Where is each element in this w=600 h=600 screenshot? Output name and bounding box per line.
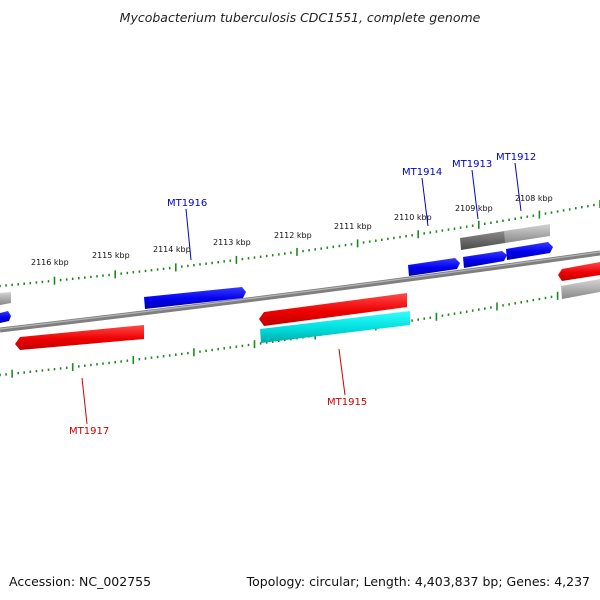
gene-label-MT1913[interactable]: MT1913 xyxy=(452,159,492,170)
outer-ruler xyxy=(0,200,600,288)
gene-label-MT1915[interactable]: MT1915 xyxy=(327,397,367,408)
leader-line-MT1914 xyxy=(421,177,429,227)
forward-strand-genes xyxy=(0,224,553,323)
kbp-tick-label: 2113 kbp xyxy=(213,238,251,247)
gene-MT1913[interactable] xyxy=(463,251,507,268)
gene-label-MT1916[interactable]: MT1916 xyxy=(167,198,207,209)
kbp-tick-label: 2112 kbp xyxy=(274,231,312,240)
reverse-strand-genes xyxy=(15,262,600,350)
kbp-tick-label: 2109 kbp xyxy=(455,204,493,213)
kbp-tick-labels: 2116 kbp 2115 kbp 2114 kbp 2113 kbp 2112… xyxy=(31,194,553,267)
gene-grey[interactable] xyxy=(504,224,550,243)
gene-arrow-left-edge[interactable] xyxy=(0,311,11,323)
leader-line-MT1915 xyxy=(338,348,346,396)
kbp-tick-label: 2115 kbp xyxy=(92,251,130,260)
gene-label-MT1912[interactable]: MT1912 xyxy=(496,152,536,163)
leader-line-MT1917 xyxy=(81,377,88,425)
gene-grey-left-edge[interactable] xyxy=(0,292,11,305)
kbp-tick-label: 2108 kbp xyxy=(515,194,553,203)
gene-dark-grey[interactable] xyxy=(460,231,505,250)
gene-MT1916[interactable] xyxy=(144,287,246,309)
gene-red-right-edge[interactable] xyxy=(558,262,600,281)
gene-label-MT1914[interactable]: MT1914 xyxy=(402,167,442,178)
leader-line-MT1913 xyxy=(471,169,479,220)
kbp-tick-label: 2114 kbp xyxy=(153,245,191,254)
kbp-tick-label: 2111 kbp xyxy=(334,222,372,231)
genome-backbone-highlight xyxy=(0,251,600,330)
leader-line-MT1916 xyxy=(185,208,192,261)
genome-info-label: Topology: circular; Length: 4,403,837 bp… xyxy=(246,574,590,589)
kbp-tick-label: 2116 kbp xyxy=(31,258,69,267)
accession-label: Accession: NC_002755 xyxy=(9,574,152,589)
gene-labels: MT1916 MT1914 MT1913 MT1912 MT1915 MT191… xyxy=(69,152,536,437)
gene-grey-right-edge[interactable] xyxy=(561,279,600,299)
leader-line-MT1912 xyxy=(514,162,522,212)
genome-backbone xyxy=(0,250,600,333)
gene-MT1914[interactable] xyxy=(408,258,460,276)
page-title: Mycobacterium tuberculosis CDC1551, comp… xyxy=(119,10,481,25)
gene-MT1915[interactable] xyxy=(259,293,407,326)
kbp-tick-label: 2110 kbp xyxy=(394,213,432,222)
gene-label-MT1917[interactable]: MT1917 xyxy=(69,426,109,437)
gene-MT1917[interactable] xyxy=(15,325,144,350)
gene-cyan[interactable] xyxy=(260,311,410,343)
label-leader-lines xyxy=(81,162,522,425)
gene-MT1912[interactable] xyxy=(506,242,553,260)
